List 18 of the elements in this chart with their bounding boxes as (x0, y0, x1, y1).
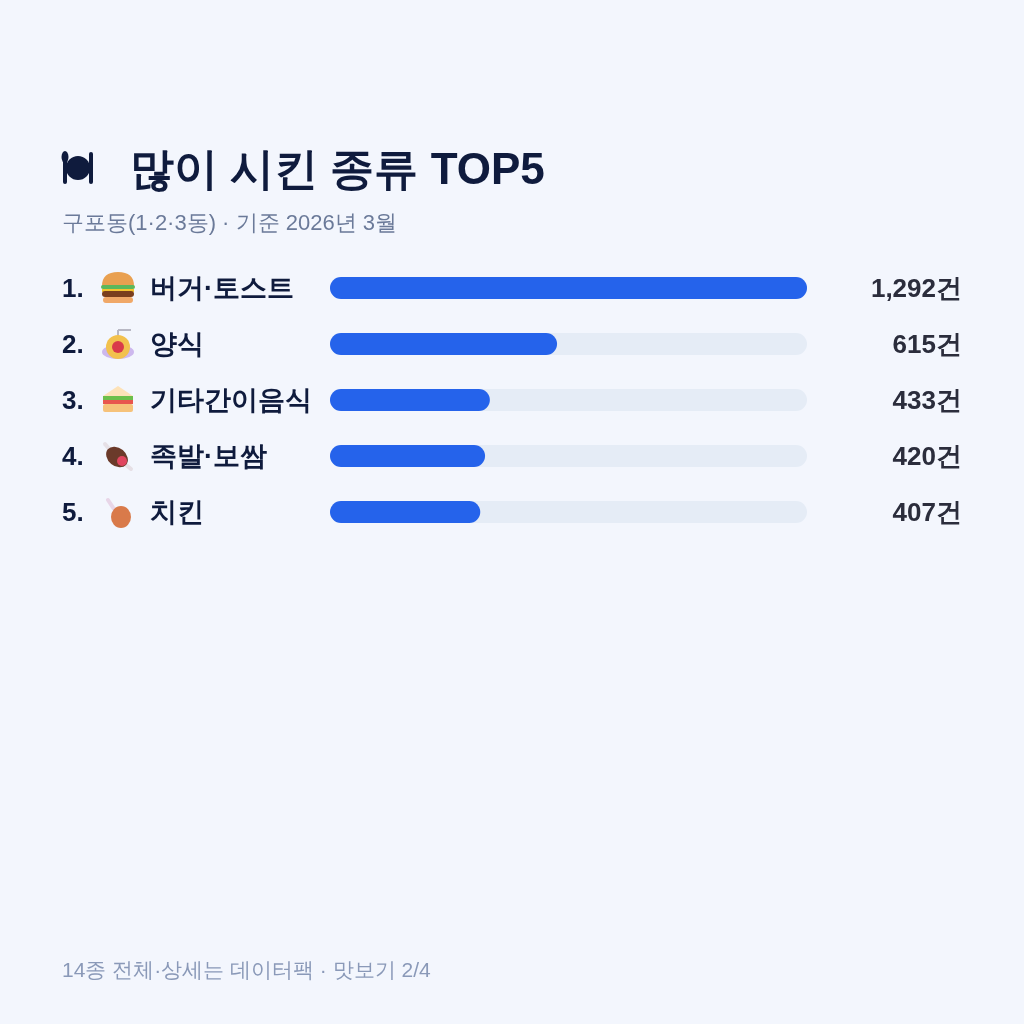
category-rank: 5. (62, 497, 84, 527)
value-label: 1,292건 (870, 273, 962, 303)
value-label: 433건 (892, 385, 962, 415)
value-label: 615건 (892, 329, 962, 359)
category-rank: 4. (62, 441, 84, 471)
category-label: 족발·보쌈 (150, 441, 267, 471)
value-label: 407건 (892, 497, 962, 527)
annotation: 14종 전체·상세는 데이터팩 · 맛보기 2/4 (62, 958, 431, 981)
category-label: 치킨 (150, 497, 204, 527)
category-rank: 2. (62, 329, 84, 359)
value-label: 420건 (892, 441, 962, 471)
category-label: 버거·토스트 (150, 273, 294, 303)
category-rank: 1. (62, 273, 84, 303)
subtitle: 구포동(1·2·3동) · 기준 2026년 3월 (62, 210, 397, 235)
category-label: 양식 (150, 329, 204, 359)
category-label: 기타간이음식 (150, 385, 312, 415)
title: 많이 시킨 종류 TOP5 (130, 144, 545, 193)
category-rank: 3. (62, 385, 84, 415)
